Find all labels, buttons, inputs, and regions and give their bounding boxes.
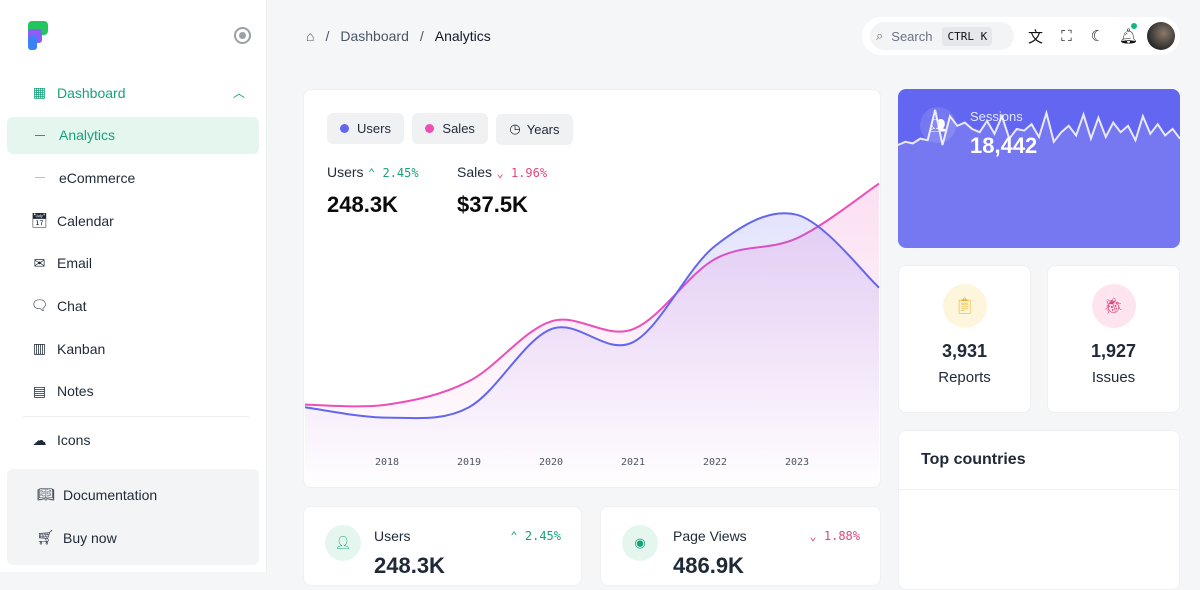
sparkline-line — [898, 109, 1180, 146]
search-icon: ⌕ — [876, 28, 884, 43]
calendar-icon: 📅︎ — [30, 212, 49, 229]
sidebar: ▦ Dashboard ︿ Analytics eCommerce 📅︎ Calend… — [0, 0, 267, 572]
breadcrumb: ⌂ / Dashboard / Analytics — [306, 28, 491, 44]
clock-icon: ◷ — [509, 121, 521, 136]
translate-icon[interactable]: 文 — [1027, 28, 1043, 46]
sessions-sparkline — [898, 109, 1180, 248]
icons-icon: ☁ — [32, 431, 47, 448]
kanban-icon: ▥ — [32, 340, 47, 357]
sidebar-item-email[interactable]: ✉ Email — [7, 245, 259, 282]
x-tick-label: 2019 — [457, 457, 481, 468]
home-icon[interactable]: ⌂ — [306, 28, 315, 44]
reports-card: 📋︎ 3,931 Reports — [898, 265, 1031, 413]
chat-icon: 🗨︎ — [30, 297, 49, 314]
analytics-chart-card: Users Sales ◷ Years Users ⌃ 2.45% 248.3K … — [303, 89, 881, 488]
notes-icon: ▤ — [32, 382, 47, 399]
search-input[interactable]: ⌕ Search CTRL K — [870, 22, 1014, 50]
sidebar-item-dashboard[interactable]: ▦ Dashboard ︿ — [32, 84, 245, 101]
sidebar-item-ecommerce[interactable]: eCommerce — [7, 159, 259, 196]
book-icon: 📖︎ — [36, 486, 55, 502]
sparkline-area — [898, 109, 1180, 248]
eye-icon: ◉ — [622, 525, 658, 561]
sidebar-item-kanban[interactable]: ▥ Kanban — [32, 340, 106, 357]
line-users — [304, 212, 880, 420]
users-change: ⌃ 2.45% — [368, 166, 419, 180]
top-countries-card: Top countries — [898, 430, 1180, 590]
analytics-chart: 2018 2019 2020 2021 2022 2023 — [304, 182, 880, 487]
sidebar-item-buy-now[interactable]: 🛒︎ Buy now — [36, 529, 117, 546]
sidebar-item-documentation[interactable]: 📖︎ Documentation — [36, 486, 158, 503]
notification-dot — [1131, 23, 1137, 29]
legend-sales[interactable]: Sales — [412, 113, 488, 144]
dashboard-icon: ▦ — [32, 84, 47, 100]
cart-icon: 🛒︎ — [36, 529, 55, 545]
sidebar-toggle-icon[interactable] — [234, 27, 251, 44]
sessions-card: 👥︎ Sessions 18,442 — [898, 89, 1180, 248]
bell-icon[interactable]: 🔔︎ — [1113, 23, 1144, 45]
users-summary: Users ⌃ 2.45% 248.3K — [327, 164, 419, 217]
sales-change: ⌄ 1.96% — [496, 166, 548, 180]
area-users — [305, 213, 879, 487]
sales-summary: Sales ⌄ 1.96% $37.5K — [457, 164, 548, 217]
chevron-up-icon: ︿ — [232, 86, 245, 100]
sidebar-item-chat[interactable]: 🗨︎ Chat — [30, 297, 87, 314]
mail-icon: ✉ — [33, 254, 46, 271]
sidebar-item-notes[interactable]: ▤ Notes — [32, 382, 94, 400]
clipboard-icon: 📋︎ — [942, 284, 987, 328]
avatar[interactable] — [1147, 22, 1175, 50]
legend-years[interactable]: ◷ Years — [496, 113, 573, 145]
sidebar-item-icons[interactable]: ☁ Icons — [32, 431, 91, 449]
x-tick-label: 2020 — [539, 457, 563, 468]
users-stat-card: 👤︎ Users ⌃ 2.45% 248.3K — [303, 506, 582, 586]
legend-users[interactable]: Users — [327, 113, 404, 144]
logo[interactable] — [28, 21, 50, 56]
issues-card: 🐞︎ 1,927 Issues — [1047, 265, 1180, 413]
fullscreen-icon[interactable]: ⛶ — [1061, 27, 1072, 45]
x-tick-label: 2023 — [785, 457, 809, 468]
sidebar-item-analytics[interactable]: Analytics — [7, 116, 259, 154]
moon-icon[interactable]: ☾ — [1090, 28, 1105, 45]
pageviews-stat-card: ◉ Page Views ⌄ 1.88% 486.9K — [600, 506, 881, 586]
breadcrumb-dashboard[interactable]: Dashboard — [340, 28, 409, 44]
x-tick-label: 2018 — [375, 457, 399, 468]
user-icon: 👤︎ — [325, 525, 361, 561]
topbar: ⌕ Search CTRL K 文 ⛶ ☾ 🔔︎ — [862, 17, 1180, 55]
breadcrumb-analytics: Analytics — [434, 28, 491, 44]
x-tick-label: 2022 — [703, 457, 727, 468]
sidebar-item-calendar[interactable]: 📅︎ Calendar — [30, 212, 114, 229]
x-tick-label: 2021 — [621, 457, 645, 468]
bug-icon: 🐞︎ — [1091, 284, 1136, 328]
